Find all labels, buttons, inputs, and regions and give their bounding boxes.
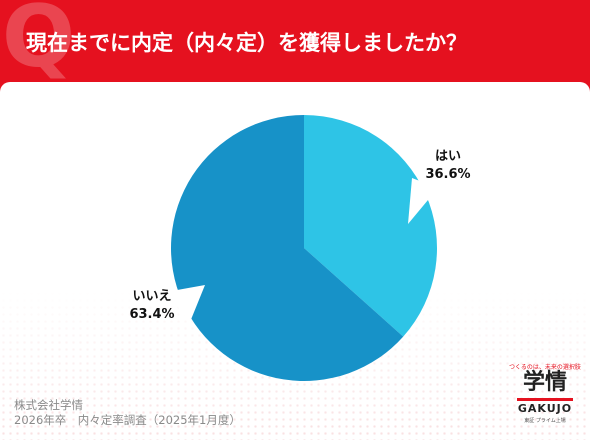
slice-value-yes: 36.6%	[425, 167, 470, 182]
slice-label-no: いいえ	[132, 289, 171, 304]
logo-tagline: つくるのは、未来の選択肢	[509, 364, 581, 371]
source-survey: 2026年卒 内々定率調査（2025年1月度）	[14, 413, 241, 427]
source-note: 株式会社学情 2026年卒 内々定率調査（2025年1月度）	[14, 398, 241, 428]
q-letter-mark: Q	[2, 0, 76, 87]
pie-slice-yes	[304, 115, 438, 337]
logo-wordmark: 学情	[522, 370, 567, 395]
slice-value-no: 63.4%	[129, 307, 174, 322]
logo-english: GAKUJO	[517, 402, 573, 415]
source-company: 株式会社学情	[14, 398, 83, 412]
header-bar: Q 現在までに内定（内々定）を獲得しましたか？	[0, 0, 590, 82]
pie-slice-no	[171, 115, 404, 381]
gakujo-logo: つくるのは、未来の選択肢 学情 GAKUJO 東証 プライム上場	[503, 362, 587, 436]
logo-subtext: 東証 プライム上場	[524, 418, 566, 424]
pie-chart: はい 36.6% いいえ 63.4%	[129, 115, 471, 381]
callout-wedge-no	[166, 285, 205, 322]
page-title: 現在までに内定（内々定）を獲得しましたか？	[26, 31, 467, 55]
callout-wedge-yes	[408, 178, 438, 224]
slice-label-yes: はい	[435, 149, 461, 164]
logo-underline	[517, 398, 573, 401]
